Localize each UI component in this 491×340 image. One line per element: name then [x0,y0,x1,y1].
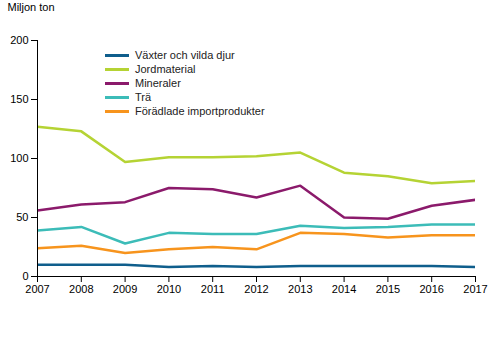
svg-text:2009: 2009 [113,283,137,295]
svg-text:Miljon ton: Miljon ton [8,1,55,13]
svg-text:0: 0 [22,270,28,282]
svg-text:2016: 2016 [419,283,443,295]
html-text:Trä: Trä [135,91,152,103]
svg-text:2012: 2012 [244,283,268,295]
svg-text:2007: 2007 [25,283,49,295]
html-text:Förädlade importprodukter: Förädlade importprodukter [135,105,265,117]
html-text:Växter och vilda djur: Växter och vilda djur [135,49,235,61]
svg-text:2017: 2017 [463,283,487,295]
svg-text:200: 200 [10,34,28,46]
html-text:Mineraler: Mineraler [135,77,181,89]
svg-text:2015: 2015 [376,283,400,295]
svg-text:2010: 2010 [157,283,181,295]
svg-text:2014: 2014 [332,283,356,295]
svg-text:2011: 2011 [201,283,225,295]
svg-text:100: 100 [10,152,28,164]
svg-text:2013: 2013 [288,283,312,295]
svg-text:2008: 2008 [69,283,93,295]
svg-text:50: 50 [16,211,28,223]
html-text:Jordmaterial: Jordmaterial [135,63,196,75]
svg-text:150: 150 [10,93,28,105]
